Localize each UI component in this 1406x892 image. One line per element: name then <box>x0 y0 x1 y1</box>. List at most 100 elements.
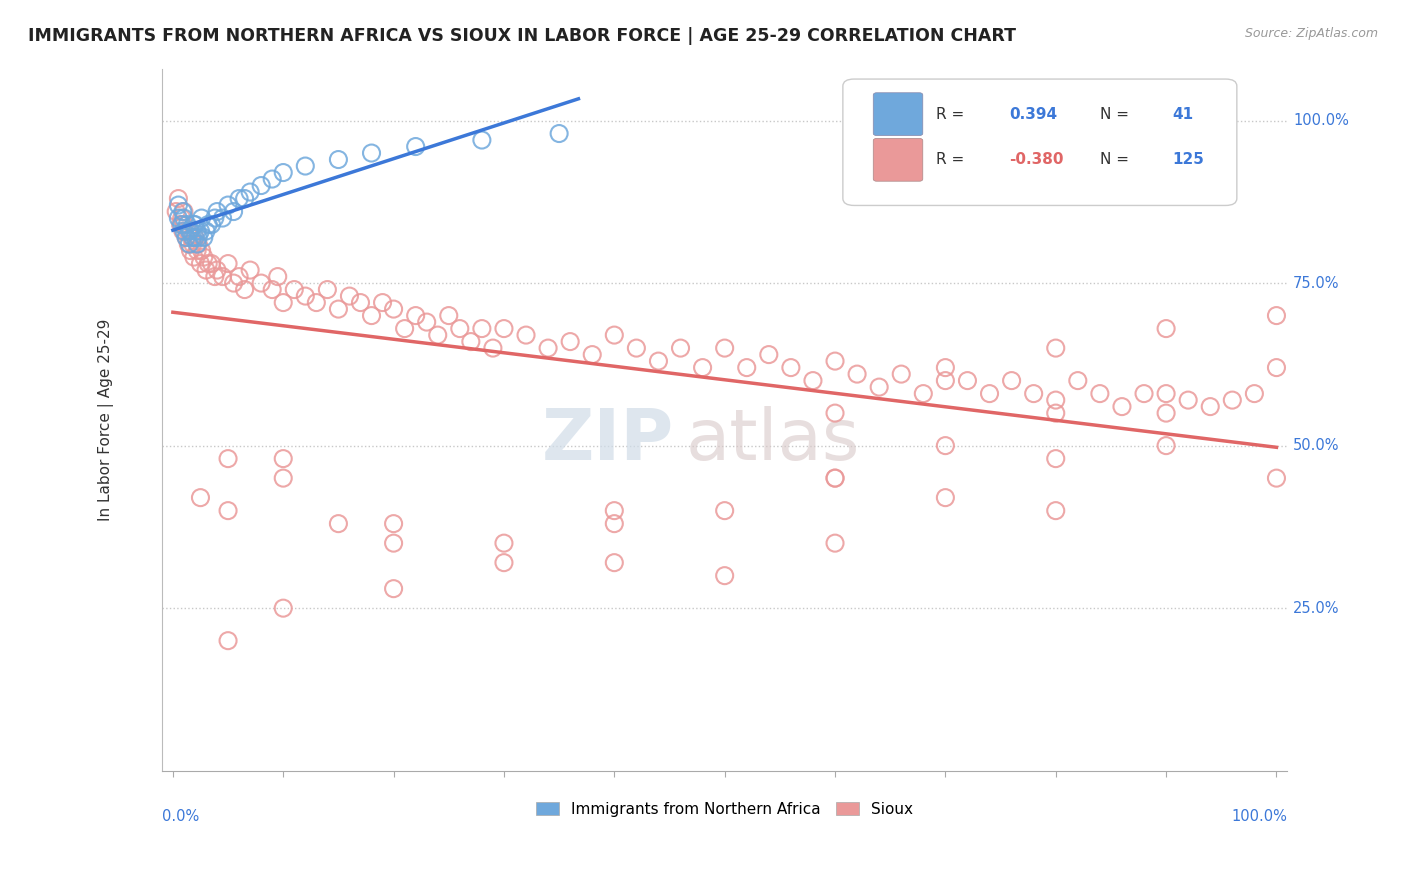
Point <box>548 127 571 141</box>
Point <box>305 295 328 310</box>
Point <box>179 224 201 238</box>
Point <box>170 211 193 225</box>
Point <box>190 211 212 225</box>
Point <box>271 295 294 310</box>
Point <box>824 536 846 550</box>
Point <box>190 256 212 270</box>
Point <box>360 309 382 323</box>
Point <box>167 198 190 212</box>
Point <box>735 360 758 375</box>
Point <box>180 244 202 258</box>
Point <box>979 386 1001 401</box>
Point <box>179 237 201 252</box>
Point <box>217 633 239 648</box>
Point <box>200 218 222 232</box>
Point <box>692 360 714 375</box>
Point <box>758 348 780 362</box>
Point <box>868 380 890 394</box>
Point <box>1088 386 1111 401</box>
Point <box>780 360 803 375</box>
Point <box>492 556 515 570</box>
Point <box>222 276 245 290</box>
Point <box>405 139 427 153</box>
Point <box>197 218 219 232</box>
Point <box>1243 386 1265 401</box>
Point <box>250 276 273 290</box>
Point <box>669 341 692 355</box>
Point <box>1045 406 1067 420</box>
Point <box>934 374 956 388</box>
Point <box>713 568 735 582</box>
Point <box>211 269 233 284</box>
Point <box>349 295 371 310</box>
Point <box>190 491 212 505</box>
Point <box>492 536 515 550</box>
Point <box>603 328 626 343</box>
Point <box>167 192 190 206</box>
Point <box>173 224 195 238</box>
Point <box>239 185 262 199</box>
Point <box>217 198 239 212</box>
Point <box>180 230 202 244</box>
Point <box>824 406 846 420</box>
Point <box>515 328 537 343</box>
Point <box>1265 471 1288 485</box>
Text: R =: R = <box>936 153 965 168</box>
FancyBboxPatch shape <box>842 79 1237 205</box>
Point <box>415 315 437 329</box>
Point <box>603 503 626 517</box>
Point <box>934 439 956 453</box>
Point <box>183 218 205 232</box>
Point <box>177 237 200 252</box>
Point <box>846 367 869 381</box>
Point <box>176 218 198 232</box>
Text: 75.0%: 75.0% <box>1294 276 1340 291</box>
Text: IMMIGRANTS FROM NORTHERN AFRICA VS SIOUX IN LABOR FORCE | AGE 25-29 CORRELATION : IMMIGRANTS FROM NORTHERN AFRICA VS SIOUX… <box>28 27 1017 45</box>
Text: 0.0%: 0.0% <box>162 809 200 824</box>
Point <box>328 516 350 531</box>
Point <box>205 263 228 277</box>
Point <box>283 283 305 297</box>
Point <box>228 269 250 284</box>
Point <box>173 211 195 225</box>
Point <box>890 367 912 381</box>
Point <box>195 224 218 238</box>
Text: In Labor Force | Age 25-29: In Labor Force | Age 25-29 <box>97 318 114 521</box>
Point <box>537 341 560 355</box>
Point <box>713 341 735 355</box>
Point <box>316 283 339 297</box>
Point <box>195 263 218 277</box>
Text: atlas: atlas <box>685 406 859 475</box>
Point <box>217 503 239 517</box>
Point <box>217 451 239 466</box>
Point <box>186 244 208 258</box>
Point <box>176 224 198 238</box>
Point <box>187 230 209 244</box>
Point <box>184 218 207 232</box>
Point <box>437 309 460 323</box>
Point <box>449 321 471 335</box>
Text: N =: N = <box>1099 153 1129 168</box>
Point <box>271 471 294 485</box>
Point <box>181 230 204 244</box>
Point <box>217 256 239 270</box>
Text: R =: R = <box>936 107 965 121</box>
Text: 41: 41 <box>1173 107 1194 121</box>
Point <box>184 230 207 244</box>
Point <box>581 348 603 362</box>
Text: 125: 125 <box>1173 153 1205 168</box>
Point <box>169 218 191 232</box>
Point <box>471 321 494 335</box>
Text: Source: ZipAtlas.com: Source: ZipAtlas.com <box>1244 27 1378 40</box>
Text: 0.394: 0.394 <box>1010 107 1057 121</box>
Point <box>1154 386 1177 401</box>
Point <box>205 204 228 219</box>
Point <box>934 491 956 505</box>
Point <box>382 582 405 596</box>
Point <box>239 263 262 277</box>
Point <box>1133 386 1156 401</box>
Point <box>603 516 626 531</box>
Point <box>170 218 193 232</box>
Point <box>1000 374 1022 388</box>
Point <box>186 237 208 252</box>
